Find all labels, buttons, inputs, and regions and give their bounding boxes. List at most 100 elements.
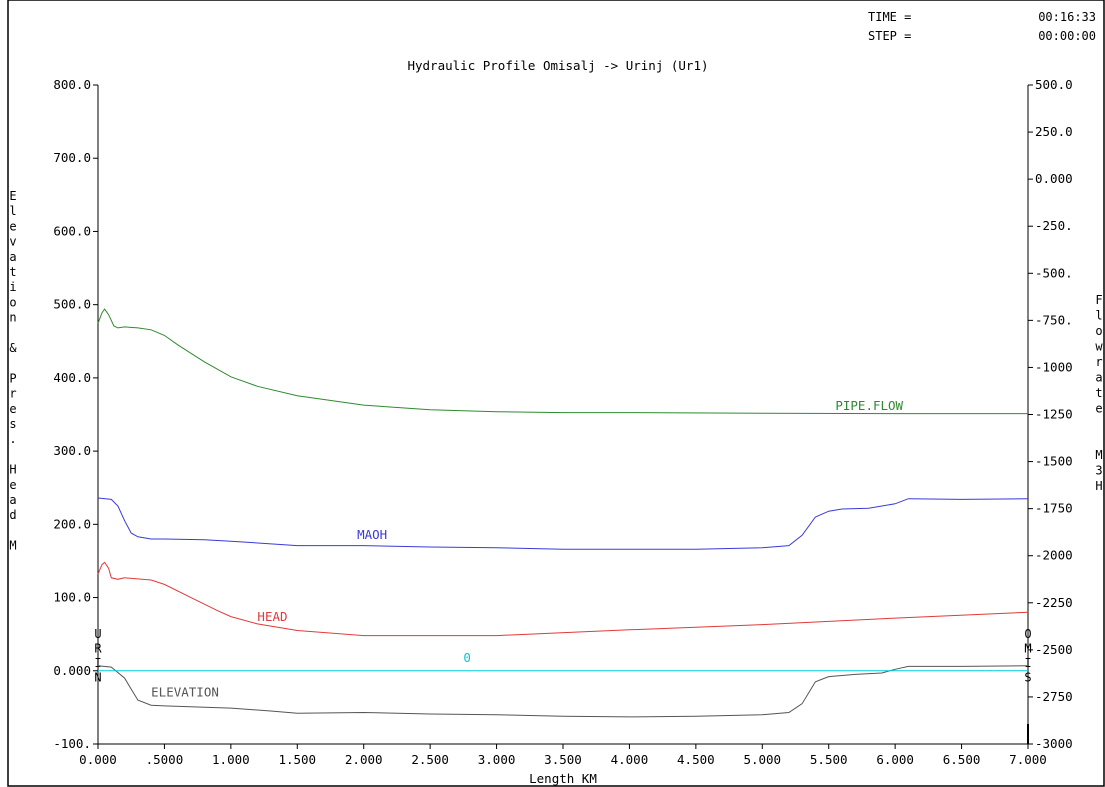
left-axis-label-char: P xyxy=(9,371,16,385)
series-label-pipe-flow: PIPE.FLOW xyxy=(835,398,903,413)
right-end-label-char: M xyxy=(1024,642,1031,656)
x-tick-label: 4.000 xyxy=(611,752,649,767)
step-value: 00:00:00 xyxy=(1038,29,1096,43)
x-tick-label: 3.500 xyxy=(544,752,582,767)
left-axis-label-char: M xyxy=(9,539,16,553)
left-tick-label: 0.000 xyxy=(53,663,91,678)
x-tick-label: 0.000 xyxy=(79,752,117,767)
right-tick-label: 0.000 xyxy=(1035,171,1073,186)
x-tick-label: 5.500 xyxy=(810,752,848,767)
left-axis-label-char: e xyxy=(9,478,16,492)
left-axis-label-char: E xyxy=(9,189,16,203)
right-end-label-char: I xyxy=(1024,656,1031,670)
series-label-head: HEAD xyxy=(257,609,287,624)
series-label-maoh: MAOH xyxy=(357,527,387,542)
right-end-label-char: S xyxy=(1024,671,1031,685)
left-axis-label-char: v xyxy=(9,235,16,249)
axes xyxy=(93,84,1033,749)
x-tick-label: 2.500 xyxy=(411,752,449,767)
right-tick-label: -500. xyxy=(1035,265,1073,280)
x-tick-label: 1.500 xyxy=(278,752,316,767)
right-tick-label: -3000 xyxy=(1035,736,1073,751)
left-tick-label: 500.0 xyxy=(53,297,91,312)
screen-border xyxy=(7,0,1105,787)
x-tick-label: 6.000 xyxy=(876,752,914,767)
left-tick-label: 200.0 xyxy=(53,516,91,531)
right-tick-label: -1250 xyxy=(1035,407,1073,422)
series-line-maoh xyxy=(97,497,1029,550)
right-axis-label-char: F xyxy=(1095,293,1102,307)
left-end-label-char: N xyxy=(94,671,101,685)
left-axis-label-char: & xyxy=(9,341,17,355)
time-value: 00:16:33 xyxy=(1038,10,1096,24)
series-label-0: 0 xyxy=(463,650,471,665)
left-tick-label: -100. xyxy=(53,736,91,751)
right-axis-label-char: o xyxy=(1095,324,1102,338)
left-axis-label-char: a xyxy=(9,493,16,507)
chart-title: Hydraulic Profile Omisalj -> Urinj (Ur1) xyxy=(407,58,708,73)
right-tick-label: 500.0 xyxy=(1035,77,1073,92)
left-axis-label-char: . xyxy=(9,432,16,446)
left-axis-label-char: t xyxy=(9,265,16,279)
left-tick-label: 600.0 xyxy=(53,223,91,238)
right-axis-label-char: t xyxy=(1095,386,1102,400)
step-label: STEP = xyxy=(868,29,911,43)
left-axis-label-char: H xyxy=(9,463,16,477)
series-lines xyxy=(97,308,1029,718)
right-axis-label-char: r xyxy=(1095,355,1102,369)
left-axis-label-char: s xyxy=(9,417,16,431)
right-axis-label-char: a xyxy=(1095,371,1102,385)
tick-labels: 0.000 .5000 1.000 1.500 2.000 2.500 3.000 3.500… xyxy=(53,77,1072,767)
right-axis-label-char: w xyxy=(1095,340,1103,354)
x-tick-label: 7.000 xyxy=(1009,752,1047,767)
left-axis-label-char: e xyxy=(9,402,16,416)
series-line-head xyxy=(97,561,1029,637)
right-tick-label: -1000 xyxy=(1035,359,1073,374)
right-tick-label: -750. xyxy=(1035,312,1073,327)
series-line-elevation xyxy=(97,665,1029,718)
left-axis-label-char: d xyxy=(9,508,16,522)
right-end-label-char: O xyxy=(1024,627,1031,641)
right-tick-label: -1500 xyxy=(1035,454,1073,469)
x-tick-label: 4.500 xyxy=(677,752,715,767)
right-axis-label-char: l xyxy=(1095,309,1102,323)
x-tick-label: 2.000 xyxy=(345,752,383,767)
left-axis-label-char: a xyxy=(9,250,16,264)
right-tick-label: -2250 xyxy=(1035,595,1073,610)
right-tick-label: -1750 xyxy=(1035,501,1073,516)
left-tick-label: 300.0 xyxy=(53,443,91,458)
right-axis-label-char: H xyxy=(1095,479,1102,493)
left-axis-label-char: e xyxy=(9,219,16,233)
right-axis-label-char: e xyxy=(1095,402,1102,416)
left-end-label-char: I xyxy=(94,656,101,670)
x-tick-label: 6.500 xyxy=(943,752,981,767)
right-tick-label: -2750 xyxy=(1035,689,1073,704)
left-tick-label: 800.0 xyxy=(53,77,91,92)
series-labels: PIPE.FLOW MAOH HEAD ELEVATION 0 xyxy=(151,398,903,700)
x-tick-label: .5000 xyxy=(146,752,184,767)
left-tick-label: 400.0 xyxy=(53,370,91,385)
right-tick-label: -2000 xyxy=(1035,548,1073,563)
series-line-pipe-flow xyxy=(97,308,1028,415)
left-tick-label: 100.0 xyxy=(53,590,91,605)
x-tick-label: 1.000 xyxy=(212,752,250,767)
right-tick-label: -2500 xyxy=(1035,642,1073,657)
left-axis-label-char: i xyxy=(9,280,16,294)
left-tick-label: 700.0 xyxy=(53,150,91,165)
left-axis-label-char: n xyxy=(9,311,16,325)
x-axis-label: Length KM xyxy=(529,771,597,786)
right-tick-label: -250. xyxy=(1035,218,1073,233)
right-axis-label-char: 3 xyxy=(1095,464,1102,478)
x-tick-label: 5.000 xyxy=(743,752,781,767)
left-end-label-char: R xyxy=(94,642,102,656)
time-label: TIME = xyxy=(868,10,911,24)
series-label-elevation: ELEVATION xyxy=(151,684,219,699)
x-tick-label: 3.000 xyxy=(478,752,516,767)
left-axis-label-char: r xyxy=(9,387,16,401)
left-axis-label-char: o xyxy=(9,295,16,309)
right-axis-label-char: M xyxy=(1095,448,1102,462)
left-axis-label-char: l xyxy=(9,204,16,218)
